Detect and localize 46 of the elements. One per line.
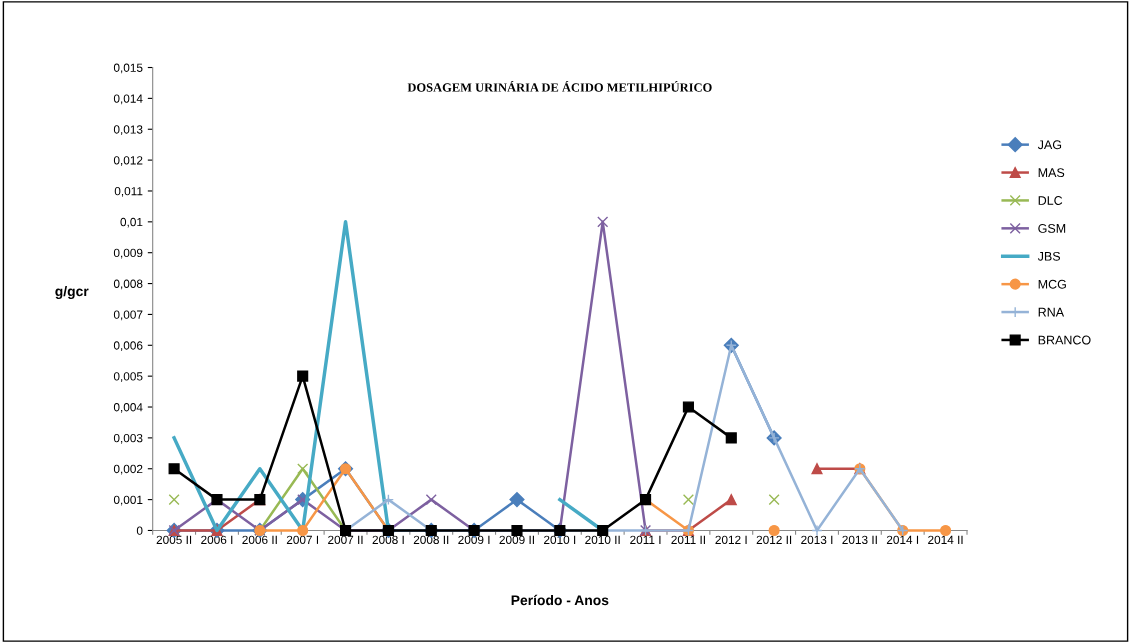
- legend-label: MCG: [1038, 279, 1066, 289]
- x-axis-title: Período - Anos: [511, 594, 609, 606]
- x-tick-label: 2011 I: [630, 535, 661, 545]
- y-tick-label: 0,001: [113, 495, 143, 506]
- y-tick-label: 0,008: [113, 279, 143, 290]
- x-tick-label: 2007 I: [286, 535, 319, 545]
- x-tick-label: 2013 II: [842, 535, 877, 545]
- legend-label: JBS: [1037, 251, 1061, 261]
- y-tick-label: 0,009: [113, 248, 143, 259]
- y-tick-label: 0,007: [113, 310, 143, 321]
- x-tick-label: 2011 II: [671, 535, 705, 545]
- x-tick-label: 2008 II: [413, 535, 449, 545]
- y-tick-label: 0,006: [113, 341, 143, 352]
- y-tick-label: 0,01: [120, 217, 143, 228]
- legend-label: GSM: [1038, 223, 1066, 233]
- y-tick-label: 0,011: [114, 187, 143, 197]
- y-tick-label: 0,005: [113, 372, 143, 382]
- x-tick-label: 2010 I: [544, 535, 576, 545]
- x-tick-label: 2014 II: [928, 535, 963, 545]
- y-tick-label: 0,013: [113, 125, 143, 136]
- x-tick-label: 2014 I: [886, 535, 919, 545]
- y-tick-label: 0,002: [113, 464, 143, 475]
- legend-label: JAG: [1037, 140, 1062, 150]
- y-tick-label: 0,012: [113, 156, 143, 166]
- x-tick-label: 2013 I: [801, 535, 833, 545]
- x-tick-label: 2012 I: [715, 535, 747, 545]
- legend-label: MAS: [1038, 168, 1065, 178]
- x-tick-label: 2006 II: [242, 535, 277, 545]
- legend-label: DLC: [1038, 196, 1063, 205]
- x-tick-label: 2009 II: [499, 535, 534, 545]
- legend-label: BRANCO: [1038, 335, 1091, 345]
- y-tick-label: 0: [136, 526, 143, 535]
- y-tick-label: 0,004: [113, 403, 143, 413]
- x-tick-label: 2007 II: [328, 535, 363, 545]
- x-tick-label: 2006 I: [201, 535, 233, 545]
- x-tick-label: 2012 II: [756, 535, 792, 545]
- x-tick-label: 2005 II: [156, 535, 192, 545]
- x-tick-label: 2009 I: [458, 535, 490, 545]
- x-tick-label: 2008 I: [372, 535, 404, 545]
- x-tick-label: 2010 II: [585, 535, 620, 545]
- y-axis-title: g/gcr: [55, 285, 89, 299]
- text: DOSAGEM URINÁRIA DE ÁCIDO METILHIPÚRICO: [407, 80, 712, 92]
- y-tick-label: 0,015: [113, 63, 143, 74]
- y-tick-label: 0,014: [113, 94, 143, 105]
- y-tick-label: 0,003: [113, 433, 143, 444]
- legend-label: RNA: [1038, 307, 1065, 317]
